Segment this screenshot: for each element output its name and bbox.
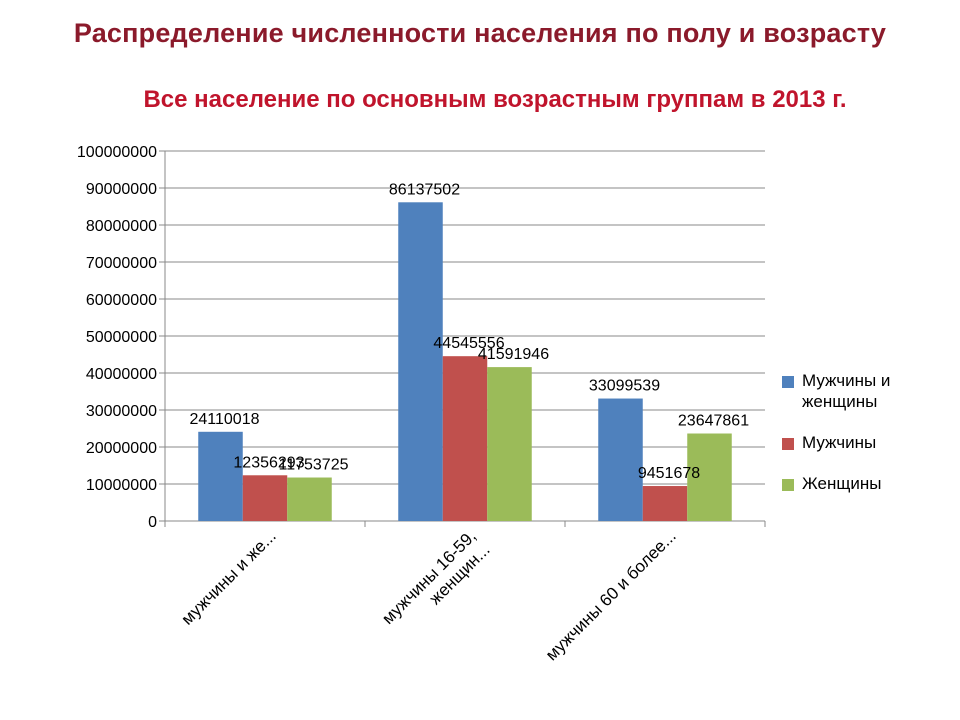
chart-title: Все население по основным возрастным гру… — [143, 86, 847, 113]
chart-legend: Мужчины и женщины Мужчины Женщины — [782, 370, 952, 514]
data-label: 86137502 — [389, 181, 460, 198]
legend-item-both: Мужчины и женщины — [782, 370, 952, 412]
bar — [287, 477, 332, 521]
category-label: мужчины 60 и более... — [542, 526, 680, 664]
category-label: мужчины 16-59,женщин... — [378, 526, 493, 641]
y-tick-label: 80000000 — [86, 218, 157, 235]
y-tick-label: 100000000 — [77, 144, 157, 161]
bar — [442, 356, 488, 521]
y-tick-label: 0 — [148, 514, 157, 531]
y-tick-label: 20000000 — [86, 440, 157, 457]
y-tick-label: 30000000 — [86, 403, 157, 420]
slide-title: Распределение численности населения по п… — [73, 18, 887, 48]
legend-label-both: Мужчины и женщины — [802, 371, 891, 411]
data-label: 11753725 — [279, 457, 349, 474]
y-tick-label: 40000000 — [86, 366, 157, 383]
legend-label-men: Мужчины — [802, 433, 877, 452]
y-tick-label: 70000000 — [86, 255, 157, 272]
category-label-line: мужчины и же... — [178, 526, 280, 628]
y-tick-label: 60000000 — [86, 292, 157, 309]
bar — [198, 431, 243, 521]
bar — [687, 433, 732, 521]
bar — [398, 202, 443, 521]
data-label: 12356293 — [233, 454, 304, 471]
data-label: 44545556 — [433, 335, 504, 352]
data-label: 9451678 — [638, 465, 700, 482]
data-label: 33099539 — [589, 378, 660, 395]
bar — [487, 367, 532, 521]
data-label: 23647861 — [678, 413, 749, 430]
legend-swatch-women — [782, 479, 794, 491]
legend-item-women: Женщины — [782, 473, 952, 494]
y-tick-label: 10000000 — [86, 477, 157, 494]
legend-swatch-both — [782, 376, 794, 388]
category-label-line: мужчины 60 и более... — [542, 526, 680, 664]
bar — [598, 398, 643, 521]
legend-label-women: Женщины — [802, 474, 882, 493]
legend-swatch-men — [782, 438, 794, 450]
bar — [642, 486, 688, 521]
category-label: мужчины и же... — [178, 526, 280, 628]
data-label: 24110018 — [190, 411, 260, 428]
y-tick-label: 90000000 — [86, 181, 157, 198]
data-label: 41591946 — [478, 346, 549, 363]
y-tick-label: 50000000 — [86, 329, 157, 346]
legend-item-men: Мужчины — [782, 432, 952, 453]
bar — [242, 475, 288, 521]
